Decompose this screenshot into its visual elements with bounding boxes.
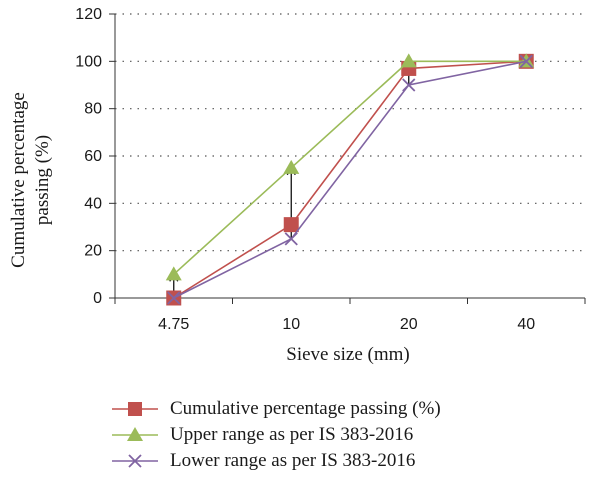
legend-swatch	[112, 454, 158, 468]
error-bars	[169, 60, 414, 298]
y-tick-label: 40	[84, 195, 102, 212]
data-point	[165, 266, 182, 281]
legend-swatch	[112, 402, 158, 416]
series-line	[173, 60, 527, 299]
data-point	[283, 217, 299, 233]
legend-swatch	[112, 427, 158, 441]
gridlines	[115, 13, 585, 252]
x-tick-label: 4.75	[158, 316, 189, 333]
axes	[109, 13, 586, 304]
series-0	[166, 53, 534, 306]
series-2	[167, 54, 533, 305]
y-tick-labels: 0 20 40 60 80 100 120	[75, 6, 102, 307]
y-tick-label: 120	[75, 6, 102, 23]
data-point	[283, 159, 300, 174]
legend-label: Lower range as per IS 383-2016	[170, 450, 416, 471]
data-point	[284, 232, 298, 246]
legend-label: Cumulative percentage passing (%)	[170, 398, 441, 419]
series-line	[173, 60, 527, 275]
y-tick-label: 80	[84, 101, 102, 118]
legend-marker	[128, 454, 142, 468]
y-axis-title: Cumulative percentage passing (%)	[8, 92, 53, 268]
legend-item: Upper range as per IS 383-2016	[112, 422, 441, 448]
x-tick-label: 20	[400, 316, 418, 333]
series-1	[165, 53, 535, 281]
legend-marker	[128, 402, 142, 416]
y-tick-label: 100	[75, 53, 102, 70]
x-tick-labels: 4.75 10 20 40	[158, 316, 535, 333]
data-point	[167, 291, 181, 305]
x-tick-label: 40	[517, 316, 535, 333]
y-axis-title-line-2: passing (%)	[32, 135, 53, 225]
data-point	[519, 54, 533, 68]
legend-item: Lower range as per IS 383-2016	[112, 448, 441, 474]
x-axis-title: Sieve size (mm)	[286, 344, 409, 365]
y-tick-label: 60	[84, 148, 102, 165]
line-chart: 0 20 40 60 80 100 120 4.75 10 20 40 Sieve size (m…	[8, 6, 586, 365]
y-tick-label: 20	[84, 243, 102, 260]
series-line	[173, 60, 527, 299]
data-point	[400, 53, 417, 68]
chart-legend: Cumulative percentage passing (%) Upper r…	[112, 396, 441, 474]
y-axis-title-line-1: Cumulative percentage	[8, 92, 29, 268]
legend-item: Cumulative percentage passing (%)	[112, 396, 441, 422]
legend-label: Upper range as per IS 383-2016	[170, 424, 414, 445]
series-group	[165, 53, 535, 306]
data-point	[402, 78, 416, 92]
legend-marker	[127, 427, 143, 441]
x-tick-label: 10	[282, 316, 300, 333]
y-tick-label: 0	[93, 290, 102, 307]
